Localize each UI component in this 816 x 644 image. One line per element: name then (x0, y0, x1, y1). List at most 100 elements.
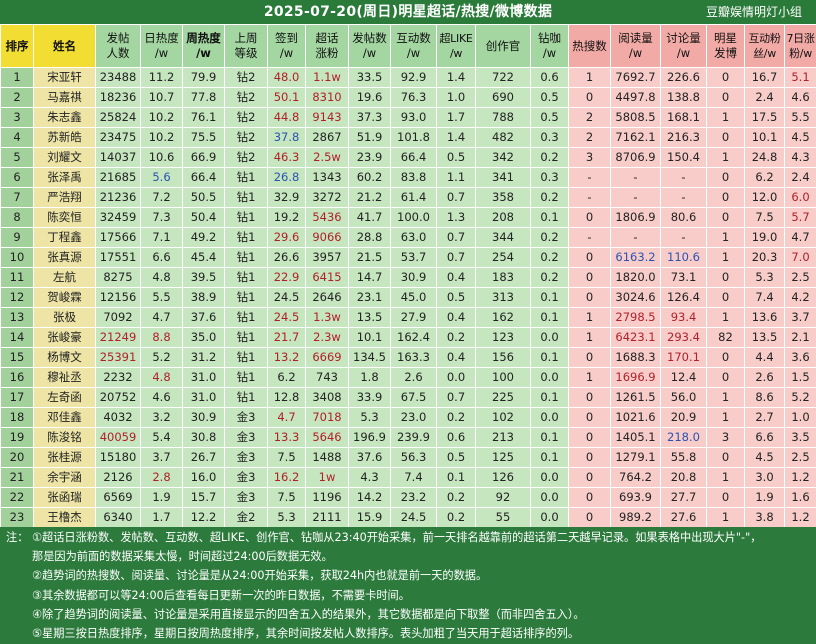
col-header-star-posts[interactable]: 明星 发博 (706, 24, 745, 68)
cell-interactions: 83.8 (390, 167, 437, 188)
col-header-reads[interactable]: 阅读量/w (610, 24, 661, 68)
col-header-posters[interactable]: 发帖 人数 (95, 24, 141, 68)
cell-day-heat: 1.7 (140, 507, 183, 528)
col-header-discussions[interactable]: 讨论量/w (660, 24, 707, 68)
cell-creator: 344 (475, 227, 531, 248)
table-row[interactable]: 21 余宇涵 2126 2.8 16.0 金3 16.2 1w 4.3 7.4 0.1 126 0.0 0… (0, 467, 816, 488)
cell-7day-gain: 7.0 (784, 247, 816, 268)
cell-zuanka: 0.0 (530, 367, 569, 388)
cell-discussions: 80.6 (660, 207, 707, 228)
col-header-interactive-fans[interactable]: 互动粉 丝/w (744, 24, 785, 68)
cell-posts: 51.9 (348, 127, 391, 148)
cell-zuanka: 0.1 (530, 307, 569, 328)
table-row[interactable]: 18 邓佳鑫 4032 3.2 30.9 金3 4.7 7018 5.3 23.0 0.2 102 0.… (0, 407, 816, 428)
table-row[interactable]: 10 张真源 17551 6.6 45.4 钻1 26.6 3957 21.5 53.7 0.7 25… (0, 247, 816, 268)
table-row[interactable]: 6 张泽禹 21685 5.6 66.4 钻1 26.8 1343 60.2 83.8 1.1 341… (0, 167, 816, 188)
table-row[interactable]: 15 杨博文 25391 5.2 31.2 钻1 13.2 6669 134.5 163.3 0.4… (0, 347, 816, 368)
cell-discussions: 138.8 (660, 87, 707, 108)
table-row[interactable]: 16 穆祉丞 2232 4.8 31.0 钻1 6.2 743 1.8 2.6 0.0 100 0.0 1… (0, 367, 816, 388)
table-row[interactable]: 17 左奇函 20752 4.6 31.0 钻1 12.8 3408 33.9 67.5 0.7 22… (0, 387, 816, 408)
cell-posters: 6340 (95, 507, 141, 528)
col-header-zuanka[interactable]: 钻咖/w (530, 24, 569, 68)
cell-name: 刘耀文 (33, 147, 96, 168)
table-row[interactable]: 1 宋亚轩 23488 11.2 79.9 钻2 48.0 1.1w 33.5 92.9 1.4 72… (0, 67, 816, 88)
cell-zuanka: 0.5 (530, 87, 569, 108)
cell-week-heat: 77.8 (182, 87, 225, 108)
cell-level: 钻1 (224, 307, 268, 328)
cell-hot-search: 0 (568, 207, 611, 228)
col-header-sign-in[interactable]: 签到/w (267, 24, 306, 68)
cell-super-like: 0.6 (436, 427, 476, 448)
cell-super-like: 0.2 (436, 507, 476, 528)
cell-super-like: 0.4 (436, 267, 476, 288)
table-row[interactable]: 12 贺峻霖 12156 5.5 38.9 钻1 24.5 2646 23.1 45.0 0.5 31… (0, 287, 816, 308)
cell-posters: 20752 (95, 387, 141, 408)
table-row[interactable]: 19 陈浚铭 40059 5.4 30.8 金3 13.3 5646 196.9 239.9 0.6… (0, 427, 816, 448)
col-header-interactions[interactable]: 互动数/w (390, 24, 437, 68)
col-header-super-like[interactable]: 超LIKE/w (436, 24, 476, 68)
cell-posts: 13.5 (348, 307, 391, 328)
table-row[interactable]: 23 王橹杰 6340 1.7 12.2 金2 5.3 2111 15.9 24.5 0.2 55 0.… (0, 507, 816, 528)
table-row[interactable]: 20 张桂源 15180 3.7 26.7 金3 7.5 1488 37.6 56.3 0.5 125… (0, 447, 816, 468)
cell-discussions: 168.1 (660, 107, 707, 128)
col-header-name[interactable]: 姓名 (33, 24, 96, 68)
cell-zuanka: 0.1 (530, 447, 569, 468)
cell-sign-in: 7.5 (267, 487, 306, 508)
table-row[interactable]: 14 张峻豪 21249 8.8 35.0 钻1 21.7 2.3w 10.1 162.4 0.2 1… (0, 327, 816, 348)
cell-posts: 21.5 (348, 247, 391, 268)
cell-posters: 21249 (95, 327, 141, 348)
cell-rank: 15 (0, 347, 34, 368)
col-header-last-week-level[interactable]: 上周 等级 (224, 24, 268, 68)
cell-zuanka: 0.2 (530, 147, 569, 168)
cell-level: 钻1 (224, 187, 268, 208)
cell-day-heat: 2.8 (140, 467, 183, 488)
cell-fan-gain: 2646 (305, 287, 349, 308)
table-row[interactable]: 13 张极 7092 4.7 37.6 钻1 24.5 1.3w 13.5 27.9 0.4 162 0… (0, 307, 816, 328)
cell-interactive-fans: 2.4 (744, 87, 785, 108)
cell-posters: 8275 (95, 267, 141, 288)
cell-interactive-fans: 16.7 (744, 67, 785, 88)
cell-day-heat: 3.7 (140, 447, 183, 468)
cell-discussions: 56.0 (660, 387, 707, 408)
cell-fan-gain: 6669 (305, 347, 349, 368)
cell-sign-in: 7.5 (267, 447, 306, 468)
col-header-posts[interactable]: 发帖数/w (348, 24, 391, 68)
cell-hot-search: 0 (568, 407, 611, 428)
cell-reads: 1279.1 (610, 447, 661, 468)
cell-posters: 25391 (95, 347, 141, 368)
title-bar: 2025-07-20(周日)明星超话/热搜/微博数据 豆瓣娱情明灯小组 (0, 0, 816, 24)
cell-name: 穆祉丞 (33, 367, 96, 388)
cell-hot-search: 1 (568, 307, 611, 328)
table-row[interactable]: 3 朱志鑫 25824 10.2 76.1 钻2 44.8 9143 37.3 93.0 1.7 78… (0, 107, 816, 128)
col-header-creator[interactable]: 创作官 (475, 24, 531, 68)
cell-posters: 2232 (95, 367, 141, 388)
cell-day-heat: 4.6 (140, 387, 183, 408)
cell-week-heat: 75.5 (182, 127, 225, 148)
col-header-rank[interactable]: 排序 (0, 24, 34, 68)
col-header-fan-gain[interactable]: 超话 涨粉 (305, 24, 349, 68)
cell-posts: 60.2 (348, 167, 391, 188)
table-row[interactable]: 11 左航 8275 4.8 39.5 钻1 22.9 6415 14.7 30.9 0.4 183 0… (0, 267, 816, 288)
cell-fan-gain: 9066 (305, 227, 349, 248)
table-row[interactable]: 9 丁程鑫 17566 7.1 49.2 钻1 29.6 9066 28.8 63.0 0.7 344… (0, 227, 816, 248)
col-header-hot-search[interactable]: 热搜数 (568, 24, 611, 68)
cell-rank: 9 (0, 227, 34, 248)
col-header-day-heat[interactable]: 日热度/w (140, 24, 183, 68)
cell-hot-search: 2 (568, 107, 611, 128)
cell-week-heat: 38.9 (182, 287, 225, 308)
table-row[interactable]: 7 严浩翔 21236 7.2 50.5 钻1 32.9 3272 21.2 61.4 0.7 358… (0, 187, 816, 208)
cell-fan-gain: 2.5w (305, 147, 349, 168)
cell-level: 钻2 (224, 127, 268, 148)
cell-name: 王橹杰 (33, 507, 96, 528)
col-header-week-heat[interactable]: 周热度/w (182, 24, 225, 68)
table-row[interactable]: 8 陈奕恒 32459 7.3 50.4 钻1 19.2 5436 41.7 100.0 1.3 20… (0, 207, 816, 228)
cell-posts: 196.9 (348, 427, 391, 448)
col-header-7day-gain[interactable]: 7日涨 粉/w (784, 24, 816, 68)
table-row[interactable]: 22 张函瑞 6569 1.9 15.7 金3 7.5 1196 14.2 23.2 0.2 92 0.… (0, 487, 816, 508)
cell-week-heat: 76.1 (182, 107, 225, 128)
table-row[interactable]: 5 刘耀文 14037 10.6 66.9 钻2 46.3 2.5w 23.9 66.4 0.5 34… (0, 147, 816, 168)
table-row[interactable]: 2 马嘉祺 18236 10.7 77.8 钻2 50.1 8310 19.6 76.3 1.0 69… (0, 87, 816, 108)
table-row[interactable]: 4 苏新皓 23475 10.2 75.5 钻2 37.8 2867 51.9 101.8 1.4 4… (0, 127, 816, 148)
cell-7day-gain: 5.5 (784, 107, 816, 128)
